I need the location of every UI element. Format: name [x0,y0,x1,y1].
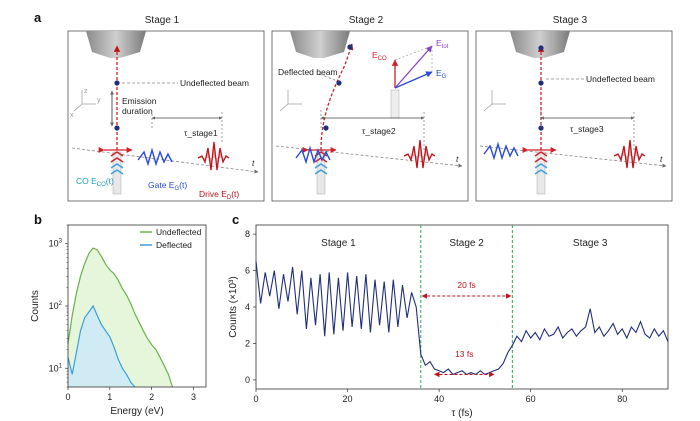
stage3-axes-gizmo [483,90,506,112]
stage3-tau-label: τ_stage3 [570,124,604,134]
x-tick-label: 2 [149,392,154,402]
stage2-deflected-beam [320,43,354,151]
stage1-box [67,30,265,202]
x-tick-label: 80 [617,394,627,404]
stage1-drive-label: Drive ED(t) [199,189,239,201]
x-tick-label: 3 [191,392,196,402]
stage2-electron-2 [336,80,342,86]
stage1-co-label: CO ECO(t) [76,176,114,188]
stage2-electron-1 [347,44,353,50]
stage1-axis-x: x [70,112,74,119]
stage3-box [475,30,673,202]
panel-b-ylabel: Counts [30,290,41,322]
stage2-scene: Deflected beam ECO Etot EG τ_stage2 t [275,31,463,195]
y-tick-label: 6 [245,266,250,276]
stage2-etot-label: Etot [436,38,449,50]
stage3-tip [510,31,570,58]
stage1-emission-label-1: Emission [122,96,157,106]
stage2-deflected-label: Deflected beam [278,67,338,77]
x-tick-label: 40 [434,394,444,404]
x-tick-label: 20 [343,394,353,404]
y-tick-label: 101 [49,363,63,373]
stage1-gate-label: Gate EG(t) [148,180,187,192]
stage2-field-vectors [390,45,433,119]
stage2-electron-3 [323,125,329,131]
panel-b-letter: b [34,212,42,227]
series-line-1 [67,247,174,388]
stage2-tau-label: τ_stage2 [362,126,396,136]
stage-label-3: Stage 3 [573,238,608,249]
panel-c-xlabel: τ (fs) [451,408,472,419]
stage1-drive-pulse [197,141,230,171]
stage1-electron-1 [114,80,120,86]
annot-13fs-label: 13 fs [455,349,473,359]
stage1-axes-gizmo [73,90,96,112]
y-tick-label: 2 [245,338,250,348]
panel-c-letter: c [232,212,239,227]
stage1-electron-2 [114,125,120,131]
stage1-chevrons [110,151,124,175]
series-area-2 [68,306,135,387]
stage3-electron-2 [538,80,544,86]
stage1-tip [86,31,146,58]
stage3-scene: Undeflected beam τ_stage3 t [479,31,667,195]
stage1-tau-label: τ_stage1 [184,128,218,138]
annot-20fs-label: 20 fs [457,280,475,290]
y-tick-label: 0 [245,375,250,385]
y-tick-label: 8 [245,229,250,239]
stage2-drive-pulse [403,139,436,169]
panel-b-chart: 0 1 2 3 103 102 101 Energy (eV) Counts Undeflecte… [30,224,207,417]
stage2-tip [290,31,350,58]
stage3-time-axis [479,145,667,168]
stage2-gate-pulse [295,145,331,165]
stage1-axis-y: y [97,97,101,104]
stage1-axis-z: z [84,88,88,95]
stage2-eco-label: ECO [372,50,387,62]
panel-a-letter: a [34,10,42,25]
stage2-t-label: t [456,154,459,164]
stage2-axes-gizmo [279,90,302,112]
stage1-gate-pulse [137,147,173,167]
stage3-undeflected-label: Undeflected beam [586,74,655,84]
stage-label-1: Stage 1 [321,238,356,249]
x-tick-label: 60 [526,394,536,404]
stage1-undeflected-label: Undeflected beam [180,78,249,88]
y-tick-label: 102 [49,301,63,311]
legend-label-2: Deflected [156,240,192,250]
y-tick-label: 4 [245,302,250,312]
x-tick-label: 0 [253,394,258,404]
stage-label-2: Stage 2 [449,238,484,249]
stage1-scene: Undeflected beam z y x Emission duration… [70,31,259,201]
stage1-title: Stage 1 [145,15,180,26]
stage2-title: Stage 2 [349,15,384,26]
series-line-2 [67,304,136,388]
stage1-emission-label-2: duration [122,106,153,116]
stage1-t-label: t [252,158,255,168]
panel-c-axes [255,224,669,390]
stage3-title: Stage 3 [553,15,588,26]
legend-label-1: Undeflected [156,227,202,237]
stage3-drive-pulse [613,139,646,169]
stage3-t-label: t [660,154,663,164]
x-tick-label: 1 [107,392,112,402]
x-tick-label: 0 [65,392,70,402]
stage2-box [271,30,469,202]
counts-trace [255,261,669,376]
stage2-eg-label: EG [436,68,447,80]
stage3-electron-1 [538,45,544,51]
y-tick-label: 103 [49,239,63,249]
panel-c-ylabel: Counts (×10³) [228,276,239,337]
stage3-gate-pulse [483,141,519,161]
panel-b-xlabel: Energy (eV) [110,406,163,417]
